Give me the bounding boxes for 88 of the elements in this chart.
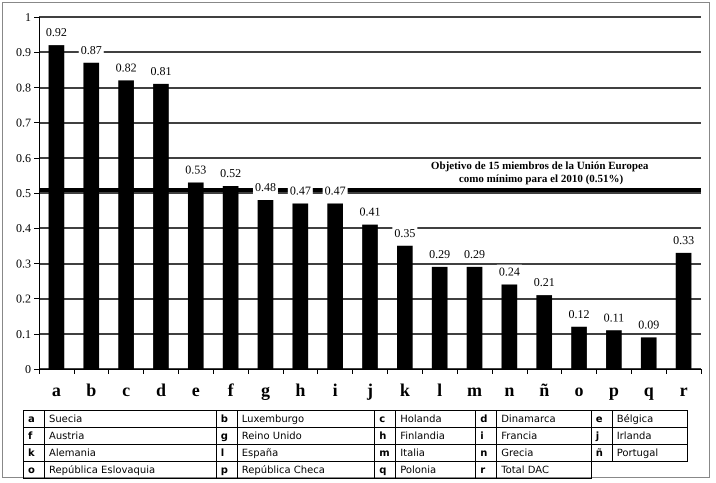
text: Bélgica — [612, 410, 688, 428]
text: Irlanda — [612, 428, 688, 444]
data-label: 0.52 — [220, 166, 242, 180]
text: n — [476, 444, 497, 462]
text: ñ — [591, 444, 612, 462]
data-label: 0.41 — [360, 204, 380, 219]
data-label: 0.29 — [464, 246, 486, 261]
text: República Eslovaquia — [44, 462, 216, 478]
text: España — [237, 444, 375, 462]
text: f — [24, 428, 44, 444]
x-tick-label: b — [86, 380, 96, 400]
x-tick-label: r — [680, 380, 688, 400]
x-tick-label: m — [467, 380, 482, 400]
text: a — [24, 410, 44, 428]
x-tick-label: q — [644, 380, 654, 400]
text: Polonia — [396, 462, 476, 478]
text: q — [374, 462, 396, 478]
x-tick-label: ñ — [539, 380, 550, 400]
text: p — [216, 462, 238, 478]
x-tick-label: p — [608, 380, 619, 400]
x-tick-label: h — [295, 380, 306, 400]
y-tick-label: 0.6 — [16, 150, 31, 165]
data-label: 0.21 — [534, 275, 555, 290]
x-tick-label: f — [228, 380, 235, 400]
data-label: 0.87 — [80, 42, 102, 57]
text: Holanda — [396, 410, 476, 428]
text: Grecia — [496, 444, 592, 462]
x-tick-label: a — [52, 380, 61, 400]
text: r — [476, 462, 497, 478]
data-label: 0.29 — [429, 246, 450, 261]
data-label: 0.81 — [150, 64, 172, 78]
data-label: 0.53 — [185, 162, 206, 176]
data-label: 0.11 — [604, 310, 624, 324]
text: b — [216, 410, 238, 428]
text: Reino Unido — [237, 428, 375, 444]
x-tick-label: i — [332, 380, 338, 400]
data-label: 0.24 — [498, 264, 520, 279]
x-tick-label: k — [400, 380, 410, 400]
text: Dinamarca — [496, 410, 592, 428]
x-tick-label: g — [260, 380, 270, 400]
text: d — [476, 410, 497, 428]
text: Austria — [44, 428, 216, 444]
y-tick-label: 0.3 — [16, 256, 31, 270]
text: h — [374, 428, 396, 444]
text: g — [216, 428, 238, 444]
text: k — [24, 444, 44, 462]
text: l — [216, 444, 238, 462]
y-tick-label: 0.7 — [16, 116, 31, 130]
x-tick-label: d — [156, 380, 166, 400]
text: e — [591, 410, 612, 428]
text: c — [374, 410, 396, 428]
text: Portugal — [612, 444, 688, 462]
text: Luxemburgo — [237, 410, 375, 428]
text: Alemania — [44, 444, 216, 462]
x-tick-label: n — [504, 380, 514, 400]
data-label: 0.82 — [116, 60, 137, 74]
y-tick-label: 0 — [25, 362, 31, 376]
y-tick-label: 0.2 — [16, 292, 31, 306]
text: i — [476, 428, 497, 444]
data-label: 0.35 — [394, 226, 416, 240]
x-tick-label: c — [122, 380, 130, 400]
data-label: 0.48 — [254, 180, 276, 194]
data-label: 0.92 — [46, 25, 67, 40]
data-label: 0.33 — [673, 232, 694, 247]
text: Italia — [396, 444, 476, 462]
y-tick-label: 0.9 — [16, 45, 31, 60]
text: j — [591, 428, 612, 444]
y-tick-label: 0.8 — [16, 80, 31, 94]
data-label: 0.12 — [568, 306, 590, 321]
text: Total DAC — [496, 462, 592, 478]
x-tick-label: o — [574, 380, 584, 400]
data-label: 0.09 — [638, 317, 660, 332]
text: Francia — [496, 428, 592, 444]
y-tick-label: 0.4 — [16, 221, 31, 236]
y-tick-label: 0.1 — [16, 326, 31, 341]
text: o — [24, 462, 44, 478]
data-label: 0.47 — [324, 184, 346, 198]
x-tick-label: j — [366, 380, 373, 400]
y-tick-label: 0.5 — [16, 186, 31, 200]
x-tick-label: e — [192, 380, 200, 400]
ref-line-label: Objetivo de 15 miembros de la Unión Europea como mínimo para el 2010 (0.51%) — [430, 160, 652, 185]
text: Suecia — [44, 410, 216, 428]
y-tick-label: 1 — [25, 10, 31, 24]
text: m — [374, 444, 396, 462]
text: República Checa — [237, 462, 375, 478]
data-label: 0.47 — [290, 184, 311, 198]
x-tick-label: l — [437, 380, 442, 400]
text: Finlandia — [396, 428, 476, 444]
